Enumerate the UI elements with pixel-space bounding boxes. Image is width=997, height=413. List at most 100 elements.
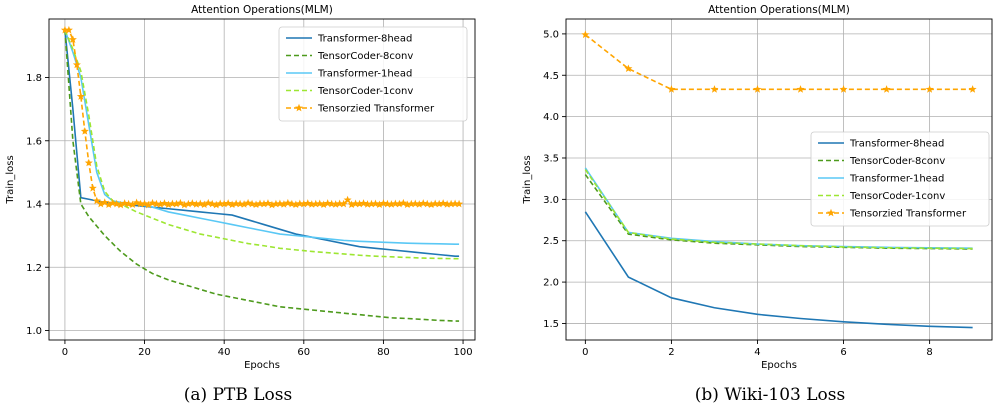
data-point-star (176, 198, 185, 207)
y-axis-title: Train_loss (522, 155, 533, 204)
data-point-star (188, 199, 197, 207)
data-point-star (80, 127, 89, 135)
data-point-star (335, 199, 344, 208)
data-point-star (343, 195, 352, 204)
data-point-star (287, 199, 296, 208)
data-point-star (232, 199, 241, 208)
legend-label: Transformer-1head (317, 69, 412, 80)
x-tick-label: 80 (377, 347, 390, 358)
data-point-star (283, 198, 292, 207)
data-point-star (64, 25, 73, 34)
y-tick-label: 5.0 (543, 29, 559, 40)
series-tensorcoder-1conv (64, 29, 460, 260)
data-point-star (415, 200, 424, 208)
data-point-star (379, 199, 388, 207)
y-tick-label: 1.8 (26, 73, 42, 84)
data-point-star (72, 60, 81, 69)
data-point-star (256, 199, 264, 208)
data-point-star (76, 92, 85, 100)
data-point-star (319, 200, 328, 209)
data-point-star (260, 199, 268, 208)
data-point-star (435, 199, 444, 208)
data-point-star (419, 199, 428, 207)
legend-label: Transformer-8head (317, 34, 412, 45)
data-point-star (212, 200, 221, 209)
data-point-star (267, 200, 276, 209)
data-point-star (407, 199, 416, 208)
legend-star-marker (295, 103, 303, 112)
x-tick-label: 2 (668, 347, 674, 358)
data-point-star (164, 200, 173, 209)
data-point-star (263, 199, 272, 207)
data-point-star (327, 199, 336, 208)
data-point-star (271, 199, 280, 208)
series-transformer-8head (584, 211, 973, 329)
series-line (64, 30, 460, 322)
plot-frame (48, 18, 476, 341)
data-point-star (112, 199, 121, 208)
data-point-star (88, 184, 97, 192)
data-point-star (399, 198, 408, 207)
figure-caption: (a) PTB Loss (184, 385, 292, 405)
plot-frame (565, 18, 993, 341)
data-point-star (124, 199, 133, 208)
legend-label: TensorCoder-8conv (317, 51, 413, 62)
x-tick-label: 8 (926, 347, 932, 358)
data-point-star (160, 199, 169, 207)
data-point-star (925, 85, 934, 93)
legend: Transformer-8head TensorCoder-8conv Transf… (810, 131, 990, 227)
data-point-star (347, 200, 356, 209)
data-point-star (92, 196, 101, 205)
x-tick-label: 0 (62, 347, 68, 358)
data-point-star (152, 199, 161, 208)
series-tensorzied-transformer (581, 30, 977, 93)
data-point-star (403, 200, 412, 209)
figure-caption: (b) Wiki-103 Loss (695, 385, 845, 405)
series-line (584, 211, 973, 329)
data-point-star (84, 158, 93, 167)
data-point-star (204, 198, 213, 207)
series-tensorcoder-8conv (64, 30, 460, 322)
data-point-star (323, 199, 332, 207)
data-point-star (355, 199, 364, 208)
x-tick-label: 20 (138, 347, 151, 358)
data-point-star (168, 199, 177, 208)
data-point-star (411, 199, 420, 208)
legend-label: Tensorzied Transformer (849, 209, 967, 220)
data-point-star (624, 64, 633, 73)
data-point-star (140, 199, 149, 208)
y-tick-label: 3.0 (543, 195, 559, 206)
y-axis-title: Train_loss (5, 155, 16, 204)
data-point-star (96, 199, 105, 208)
legend: Transformer-8head TensorCoder-8conv Transf… (278, 26, 468, 122)
data-point-star (68, 35, 77, 43)
series-transformer-1head (64, 29, 460, 245)
legend-star-marker (827, 208, 835, 217)
data-point-star (148, 198, 157, 207)
data-point-star (180, 200, 189, 209)
x-axis-title: Epochs (244, 360, 280, 371)
data-point-star (451, 199, 460, 208)
series-tensorzied-transformer (60, 25, 464, 209)
data-point-star (291, 200, 300, 209)
chart-title: Attention Operations(MLM) (708, 4, 850, 16)
data-point-star (240, 200, 249, 208)
y-tick-label: 1.0 (26, 326, 42, 337)
x-tick-label: 0 (582, 347, 588, 358)
data-point-star (108, 198, 117, 207)
y-tick-label: 2.5 (543, 236, 559, 247)
data-point-star (395, 199, 404, 208)
data-point-star (315, 199, 324, 208)
data-point-star (447, 199, 456, 208)
data-point-star (423, 199, 432, 208)
data-point-star (968, 85, 977, 93)
data-point-star (279, 200, 288, 208)
data-point-star (252, 200, 261, 209)
data-point-star (224, 199, 233, 207)
data-point-star (391, 199, 400, 208)
data-point-star (351, 199, 360, 208)
data-point-star (375, 200, 384, 209)
data-point-star (244, 198, 253, 207)
data-point-star (128, 200, 137, 209)
y-tick-label: 4.0 (543, 112, 559, 123)
